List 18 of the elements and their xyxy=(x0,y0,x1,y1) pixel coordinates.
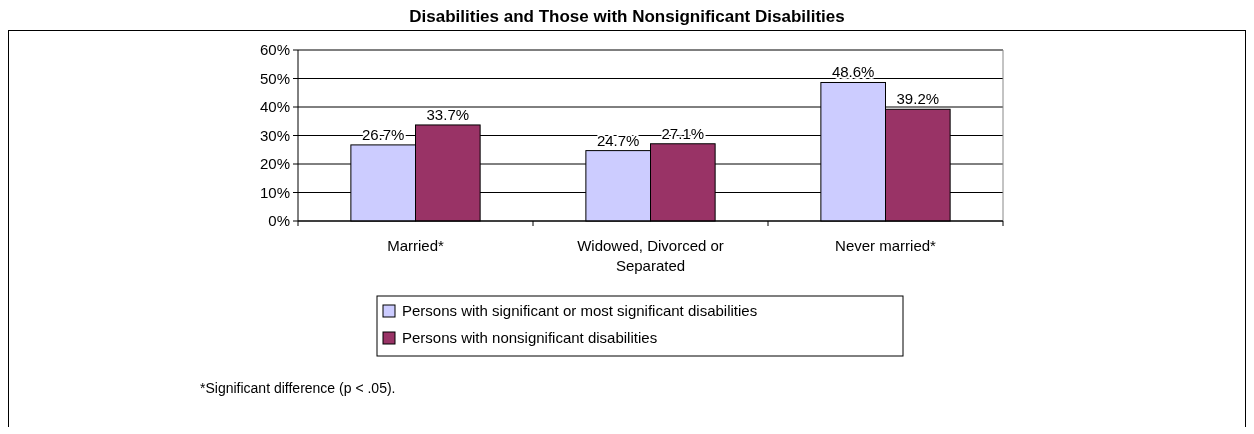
y-tick-label: 10% xyxy=(259,183,290,201)
data-label: 48.6% xyxy=(831,63,875,81)
y-tick-label: 60% xyxy=(259,41,290,59)
legend-label: Persons with significant or most significant disabilities xyxy=(402,302,758,320)
data-label: 24.7% xyxy=(596,131,640,149)
legend-label: Persons with nonsignificant disabilities xyxy=(402,329,658,347)
data-label: 39.2% xyxy=(896,90,940,108)
x-tick-label: Widowed, Divorced or Separated xyxy=(577,237,724,274)
data-label: 33.7% xyxy=(426,105,470,123)
x-tick-label: Married* xyxy=(387,237,444,254)
y-tick-label: 40% xyxy=(259,98,290,116)
y-tick-label: 30% xyxy=(259,126,290,144)
y-tick-label: 0% xyxy=(268,212,290,230)
chart-title: Disabilities and Those with Nonsignificant Disabilities xyxy=(409,7,845,26)
text: *Significant difference (p < .05). xyxy=(200,380,396,396)
x-tick-label: Never married* xyxy=(835,237,937,254)
y-tick-label: 50% xyxy=(259,69,290,87)
y-tick-label: 20% xyxy=(259,155,290,173)
